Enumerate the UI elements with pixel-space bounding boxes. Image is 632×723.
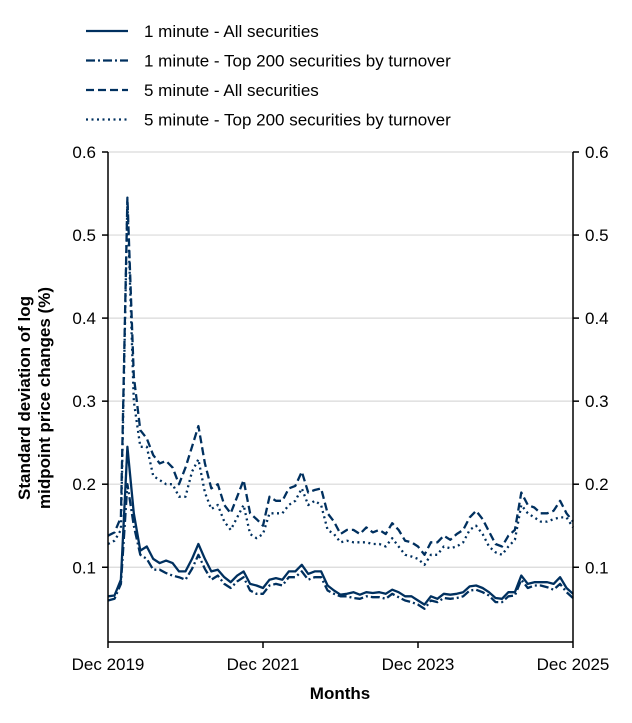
x-tick-label: Dec 2021 (227, 655, 300, 674)
y-tick-label-left: 0.3 (72, 392, 96, 411)
x-axis-label: Months (310, 684, 370, 703)
y-tick-label-right: 0.1 (585, 558, 609, 577)
series-line-dotted (107, 200, 574, 566)
y-tick-label-left: 0.6 (72, 143, 96, 162)
y-tick-label-left: 0.2 (72, 475, 96, 494)
y-tick-label-right: 0.6 (585, 143, 609, 162)
legend-label: 5 minute - All securities (144, 81, 319, 100)
x-tick-label: Dec 2023 (382, 655, 455, 674)
series-line-dashed (107, 196, 574, 556)
legend: 1 minute - All securities 1 minute - Top … (86, 22, 451, 130)
legend-label: 1 minute - All securities (144, 22, 319, 41)
y-tick-label-right: 0.5 (585, 226, 609, 245)
legend-label: 5 minute - Top 200 securities by turnove… (144, 111, 451, 130)
series-line-solid (107, 445, 574, 606)
x-tick-label: Dec 2019 (72, 655, 145, 674)
legend-label: 1 minute - Top 200 securities by turnove… (144, 52, 451, 71)
y-axis-label-line-2: midpoint price changes (%) (35, 287, 54, 509)
y-axis-label-line-1: Standard deviation of log (15, 296, 34, 500)
y-tick-label-right: 0.4 (585, 309, 609, 328)
series-line-dashdot (107, 483, 574, 610)
y-tick-label-left: 0.5 (72, 226, 96, 245)
gridlines (108, 151, 573, 568)
x-tick-label: Dec 2025 (537, 655, 610, 674)
y-tick-label-left: 0.4 (72, 309, 96, 328)
y-tick-label-left: 0.1 (72, 558, 96, 577)
y-tick-label-right: 0.2 (585, 475, 609, 494)
y-tick-label-right: 0.3 (585, 392, 609, 411)
axes: 0.1 0.1 0.2 0.2 0.3 0.3 0.4 0.4 0.5 0.5 0.6 0.6 Dec … (72, 143, 610, 674)
series-lines (107, 196, 574, 610)
